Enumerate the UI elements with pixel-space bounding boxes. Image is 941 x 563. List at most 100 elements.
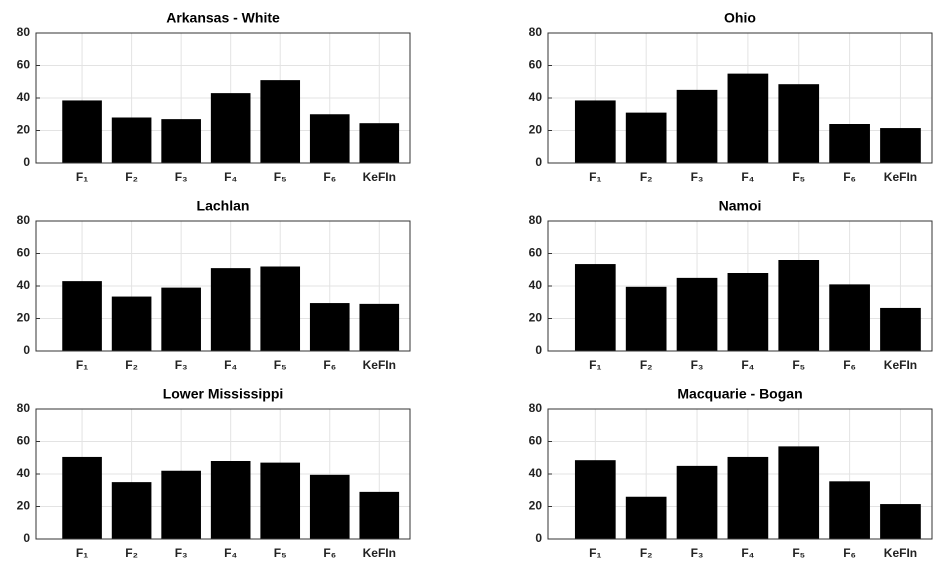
y-tick-label: 20: [529, 123, 543, 137]
y-tick-label: 60: [529, 58, 543, 72]
bar: [309, 303, 350, 351]
y-tick-label: 0: [535, 155, 542, 169]
x-tick-label: F₃: [691, 358, 704, 372]
y-tick-label: 20: [529, 499, 543, 513]
bar: [359, 491, 400, 539]
axes-box: [547, 32, 933, 164]
bar: [161, 470, 201, 539]
x-tick-label: F₁: [76, 546, 88, 560]
x-tick-label: F₂: [125, 170, 138, 184]
bar: [161, 287, 201, 351]
subplot: 0 20 40 60 80 F₁ F₂ F₃ F₄ F₅ F₆ KeFIn Lower Mississi…: [17, 386, 411, 560]
x-tick-label: KeFIn: [884, 358, 917, 372]
bar: [359, 123, 400, 163]
x-tick-label: F₅: [792, 546, 805, 560]
bar: [829, 284, 870, 351]
x-tick-label: F₆: [843, 170, 856, 184]
y-tick-label: 20: [529, 311, 543, 325]
y-tick-label: 40: [529, 466, 543, 480]
chart-title: Macquarie - Bogan: [677, 386, 802, 402]
bar: [210, 268, 251, 351]
x-tick-label: F₂: [640, 170, 653, 184]
y-tick-label: 60: [529, 246, 543, 260]
y-tick-label: 60: [17, 434, 31, 448]
axes-box: [35, 32, 411, 164]
y-tick-label: 40: [529, 90, 543, 104]
y-tick-label: 60: [17, 246, 31, 260]
bar: [62, 281, 102, 351]
bar: [778, 84, 820, 163]
x-tick-label: F₄: [741, 546, 754, 560]
x-tick-label: F₄: [741, 170, 754, 184]
y-tick-label: 80: [17, 25, 31, 39]
x-tick-label: F₄: [224, 546, 237, 560]
y-tick-label: 0: [23, 343, 30, 357]
subplot: 0 20 40 60 80 F₁ F₂ F₃ F₄ F₅ F₆ KeFIn Arkansas - Whi…: [17, 10, 411, 184]
axes-box: [547, 408, 933, 540]
y-tick-label: 0: [535, 531, 542, 545]
x-tick-label: F₅: [274, 358, 287, 372]
chart-title: Lower Mississippi: [163, 386, 284, 402]
y-tick-label: 80: [529, 25, 543, 39]
x-tick-label: F₃: [175, 358, 188, 372]
bar: [625, 496, 667, 539]
y-tick-label: 0: [23, 531, 30, 545]
bar: [260, 80, 301, 163]
x-tick-label: F₅: [792, 358, 805, 372]
x-tick-label: F₃: [691, 546, 704, 560]
y-tick-label: 20: [17, 499, 31, 513]
y-tick-label: 40: [17, 90, 31, 104]
x-tick-label: F₃: [691, 170, 704, 184]
bar: [676, 277, 718, 351]
x-tick-label: F₆: [323, 546, 336, 560]
x-tick-label: F₂: [640, 546, 653, 560]
bar: [574, 460, 616, 539]
x-tick-label: F₄: [224, 358, 237, 372]
bar: [574, 264, 616, 351]
x-tick-label: F₆: [843, 546, 856, 560]
x-tick-label: KeFIn: [363, 546, 396, 560]
bar: [210, 93, 251, 163]
bar: [625, 112, 667, 163]
x-tick-label: F₁: [76, 358, 88, 372]
axes-box: [35, 220, 411, 352]
subplot: 0 20 40 60 80 F₁ F₂ F₃ F₄ F₅ F₆ KeFIn Namoi: [529, 198, 933, 372]
y-tick-label: 40: [529, 278, 543, 292]
y-tick-label: 60: [17, 58, 31, 72]
bar: [62, 456, 102, 539]
x-tick-label: F₁: [589, 546, 601, 560]
bar: [161, 119, 201, 163]
x-tick-label: F₂: [640, 358, 653, 372]
y-tick-label: 80: [17, 401, 31, 415]
x-tick-label: KeFIn: [884, 170, 917, 184]
bar: [778, 446, 820, 539]
chart-title: Lachlan: [197, 198, 250, 214]
subplot: 0 20 40 60 80 F₁ F₂ F₃ F₄ F₅ F₆ KeFIn Lachlan: [17, 198, 411, 372]
x-tick-label: F₅: [274, 546, 287, 560]
bar: [260, 462, 301, 539]
bar: [111, 117, 152, 163]
x-tick-label: F₅: [792, 170, 805, 184]
y-tick-label: 40: [17, 466, 31, 480]
chart-title: Ohio: [724, 10, 756, 26]
x-tick-label: F₄: [224, 170, 237, 184]
bar: [625, 286, 667, 351]
y-tick-label: 80: [529, 401, 543, 415]
x-tick-label: KeFIn: [363, 358, 396, 372]
x-tick-label: F₁: [589, 358, 601, 372]
subplot: 0 20 40 60 80 F₁ F₂ F₃ F₄ F₅ F₆ KeFIn Ohio: [529, 10, 933, 184]
y-tick-label: 0: [23, 155, 30, 169]
bar: [111, 482, 152, 539]
bar: [727, 456, 769, 539]
bar: [727, 273, 769, 351]
bar: [260, 266, 301, 351]
bar: [309, 114, 350, 163]
chart-title: Namoi: [719, 198, 762, 214]
y-tick-label: 80: [529, 213, 543, 227]
subplot: 0 20 40 60 80 F₁ F₂ F₃ F₄ F₅ F₆ KeFIn Macquarie - Bo…: [529, 386, 933, 560]
x-tick-label: KeFIn: [884, 546, 917, 560]
x-tick-label: KeFIn: [363, 170, 396, 184]
bar: [829, 124, 870, 163]
